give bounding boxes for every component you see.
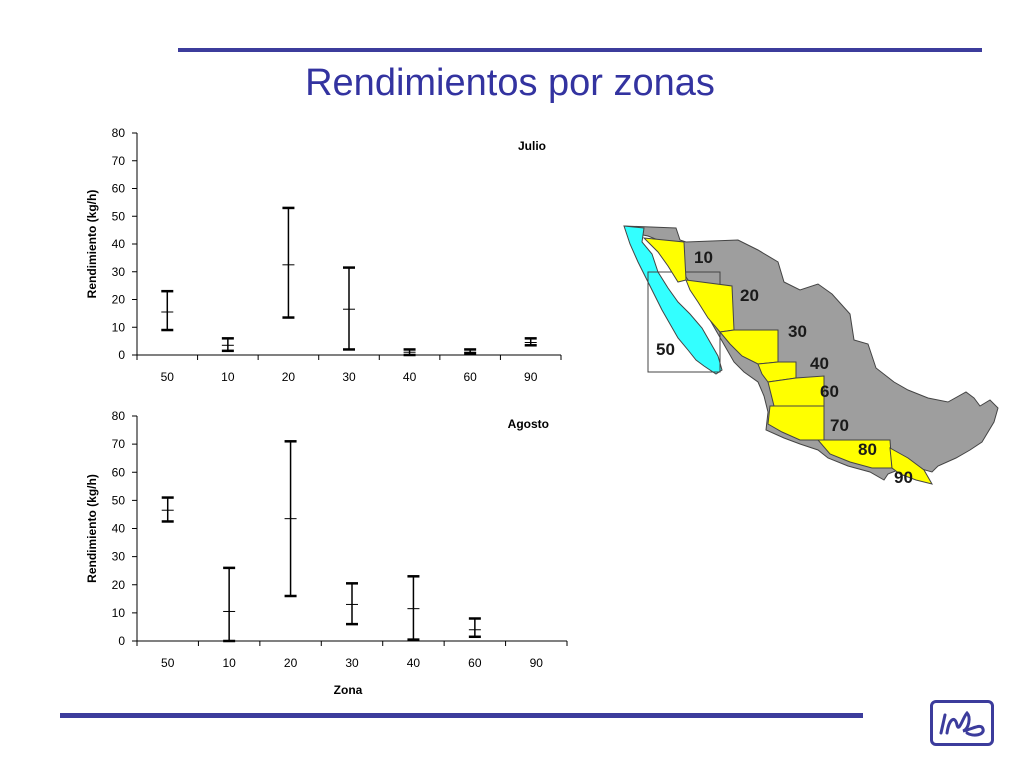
- map-zone-60: [767, 375, 825, 407]
- chart2-x-tick-label: 10: [222, 656, 236, 670]
- chart1-x-tick-label: 40: [403, 370, 417, 384]
- chart1-x-tick-label: 50: [161, 370, 175, 384]
- chart2-x-tick-label: 50: [161, 656, 175, 670]
- chart2-y-tick-label: 0: [118, 634, 125, 648]
- map-label-70: 70: [830, 416, 849, 435]
- inp-logo: [930, 700, 994, 746]
- chart2-x-tick-label: 20: [284, 656, 298, 670]
- chart2-y-tick-label: 40: [112, 522, 126, 536]
- bottom-rule: [60, 713, 863, 718]
- chart1-y-tick-label: 70: [112, 154, 126, 168]
- chart1-x-tick-label: 10: [221, 370, 235, 384]
- chart2-y-tick-label: 70: [112, 437, 126, 451]
- map-zone-80: [816, 439, 893, 469]
- map-zone-20: [685, 279, 735, 333]
- chart1-x-tick-label: 20: [282, 370, 296, 384]
- chart2-y-tick-label: 20: [112, 578, 126, 592]
- chart2-y-tick-label: 50: [112, 493, 126, 507]
- map-zone-70: [767, 405, 825, 441]
- chart1-x-tick-label: 30: [342, 370, 356, 384]
- chart2-x-tick-label: 90: [530, 656, 544, 670]
- chart2-title: Agosto: [508, 417, 549, 431]
- map-zone-10: [642, 237, 687, 283]
- map-label-10: 10: [694, 248, 713, 267]
- chart1-y-tick-label: 0: [118, 348, 125, 362]
- chart2-x-tick-label: 40: [407, 656, 421, 670]
- chart2-y-tick-label: 80: [112, 409, 126, 423]
- map-label-40: 40: [810, 354, 829, 373]
- mexico-zones-map: 10 20 30 40 50 60 70 80 90: [618, 222, 1008, 497]
- chart2-x-tick-label: 60: [468, 656, 482, 670]
- map-label-60: 60: [820, 382, 839, 401]
- chart1-y-label: Rendimiento (kg/h): [85, 190, 99, 299]
- chart2-y-tick-label: 10: [112, 606, 126, 620]
- chart1-y-tick-label: 20: [112, 293, 126, 307]
- chart2-y-label: Rendimiento (kg/h): [85, 474, 99, 583]
- chart2-x-label: Zona: [334, 683, 363, 697]
- map-label-50: 50: [656, 340, 675, 359]
- chart1-x-tick-label: 60: [463, 370, 477, 384]
- slide-title: Rendimientos por zonas: [305, 62, 715, 104]
- map-zone-90: [889, 447, 934, 485]
- chart1-title: Julio: [518, 139, 546, 153]
- chart2-y-tick-label: 30: [112, 550, 126, 564]
- chart1-y-tick-label: 30: [112, 265, 126, 279]
- map-label-90: 90: [894, 468, 913, 487]
- chart1-y-tick-label: 80: [112, 126, 126, 140]
- chart1-y-tick-label: 10: [112, 320, 126, 334]
- map-label-80: 80: [858, 440, 877, 459]
- map-label-20: 20: [740, 286, 759, 305]
- map-label-30: 30: [788, 322, 807, 341]
- chart2-x-tick-label: 30: [345, 656, 359, 670]
- chart1-y-tick-label: 60: [112, 182, 126, 196]
- chart1-y-tick-label: 50: [112, 209, 126, 223]
- top-rule: [178, 48, 982, 52]
- chart1-x-tick-label: 90: [524, 370, 538, 384]
- chart2-y-tick-label: 60: [112, 465, 126, 479]
- chart1-y-tick-label: 40: [112, 237, 126, 251]
